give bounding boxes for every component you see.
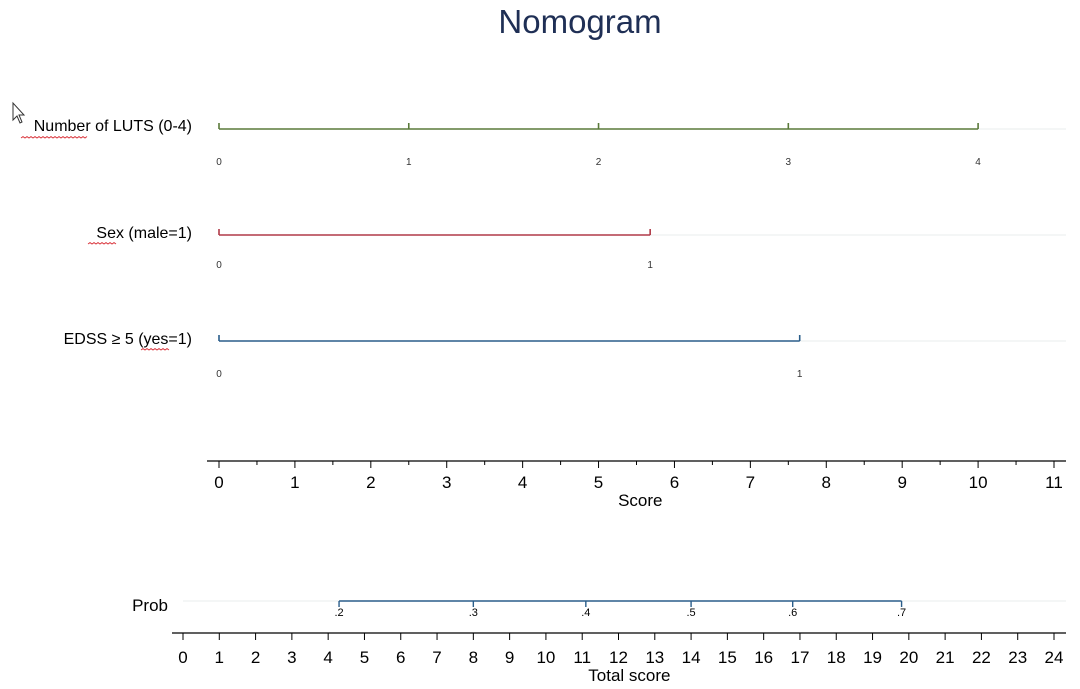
total-axis-tick-label: 1 bbox=[215, 648, 224, 667]
total-axis-tick-label: 18 bbox=[827, 648, 846, 667]
score-axis-title: Score bbox=[618, 491, 662, 510]
probability-tick-label: .4 bbox=[581, 607, 590, 619]
variable-tick-label: 4 bbox=[975, 157, 981, 168]
variable-row: EDSS ≥ 5 (yes=1) 0 1 bbox=[64, 331, 1066, 380]
spellcheck-underline bbox=[20, 135, 88, 139]
total-axis-tick-label: 14 bbox=[682, 648, 701, 667]
total-axis-tick-label: 19 bbox=[863, 648, 882, 667]
total-axis-tick-label: 5 bbox=[360, 648, 369, 667]
total-axis-tick-label: 0 bbox=[178, 648, 187, 667]
variable-row: Number of LUTS (0-4) 0 1 2 3 4 bbox=[34, 118, 1066, 168]
total-axis-tick-label: 9 bbox=[505, 648, 514, 667]
variable-label: Sex (male=1) bbox=[96, 225, 192, 242]
score-axis-tick-label: 8 bbox=[822, 473, 831, 492]
variable-tick-label: 3 bbox=[786, 157, 792, 168]
spellcheck-underline bbox=[87, 241, 117, 245]
total-axis-tick-label: 7 bbox=[432, 648, 441, 667]
variable-tick-label: 1 bbox=[647, 260, 653, 271]
total-axis-title: Total score bbox=[588, 666, 670, 685]
total-axis-tick-label: 17 bbox=[790, 648, 809, 667]
score-axis-tick-label: 9 bbox=[897, 473, 906, 492]
total-axis-tick-label: 15 bbox=[718, 648, 737, 667]
total-axis-tick-label: 4 bbox=[323, 648, 332, 667]
total-axis-tick-label: 23 bbox=[1008, 648, 1027, 667]
probability-tick-label: .5 bbox=[686, 607, 695, 619]
total-axis-tick-label: 20 bbox=[899, 648, 918, 667]
score-axis-tick-label: 10 bbox=[969, 473, 988, 492]
probability-label: Prob bbox=[132, 596, 168, 615]
total-axis-tick-label: 22 bbox=[972, 648, 991, 667]
chart-title: Nomogram bbox=[498, 3, 661, 40]
variable-tick-label: 1 bbox=[406, 157, 412, 168]
score-axis-tick-label: 11 bbox=[1045, 473, 1063, 492]
score-axis-tick-label: 5 bbox=[594, 473, 603, 492]
total-axis-tick-label: 21 bbox=[936, 648, 955, 667]
variable-row: Sex (male=1) 0 1 bbox=[96, 225, 1066, 271]
total-axis-tick-label: 2 bbox=[251, 648, 260, 667]
variable-tick-label: 2 bbox=[596, 157, 602, 168]
total-axis-tick-label: 12 bbox=[609, 648, 628, 667]
score-axis-tick-label: 1 bbox=[290, 473, 299, 492]
probability-line: Prob .2 .3 .4 .5 .6 .7 bbox=[132, 596, 1066, 619]
total-axis-tick-label: 8 bbox=[469, 648, 478, 667]
score-axis-tick-label: 7 bbox=[746, 473, 755, 492]
total-axis-tick-label: 3 bbox=[287, 648, 296, 667]
variable-label: EDSS ≥ 5 (yes=1) bbox=[64, 331, 192, 348]
mouse-cursor-icon bbox=[12, 101, 26, 124]
total-axis-tick-label: 16 bbox=[754, 648, 773, 667]
variable-tick-label: 0 bbox=[216, 260, 222, 271]
probability-tick-label: .6 bbox=[788, 607, 797, 619]
total-axis-tick-label: 24 bbox=[1045, 648, 1064, 667]
total-axis-tick-label: 13 bbox=[645, 648, 664, 667]
probability-tick-label: .3 bbox=[469, 607, 478, 619]
score-axis-tick-label: 3 bbox=[442, 473, 451, 492]
variable-label: Number of LUTS (0-4) bbox=[34, 118, 192, 135]
total-axis-tick-label: 11 bbox=[573, 648, 591, 667]
total-score-axis: 0 1 2 3 4 5 6 7 8 9 10 11 12 13 14 15 16 17 18 19 20 21 22 23 24… bbox=[172, 632, 1066, 685]
variable-tick-label: 0 bbox=[216, 157, 222, 168]
score-axis-tick-label: 2 bbox=[366, 473, 375, 492]
total-axis-tick-label: 6 bbox=[396, 648, 405, 667]
score-axis: 0 1 2 3 4 5 6 7 8 9 10 11 Score bbox=[207, 460, 1066, 510]
score-axis-tick-label: 4 bbox=[518, 473, 527, 492]
score-axis-tick-label: 0 bbox=[214, 473, 223, 492]
probability-tick-label: .7 bbox=[897, 607, 906, 619]
variable-tick-label: 0 bbox=[216, 369, 222, 380]
probability-tick-label: .2 bbox=[334, 607, 343, 619]
spellcheck-underline bbox=[140, 347, 170, 351]
score-axis-tick-label: 6 bbox=[670, 473, 679, 492]
total-axis-tick-label: 10 bbox=[536, 648, 555, 667]
variable-tick-label: 1 bbox=[797, 369, 803, 380]
